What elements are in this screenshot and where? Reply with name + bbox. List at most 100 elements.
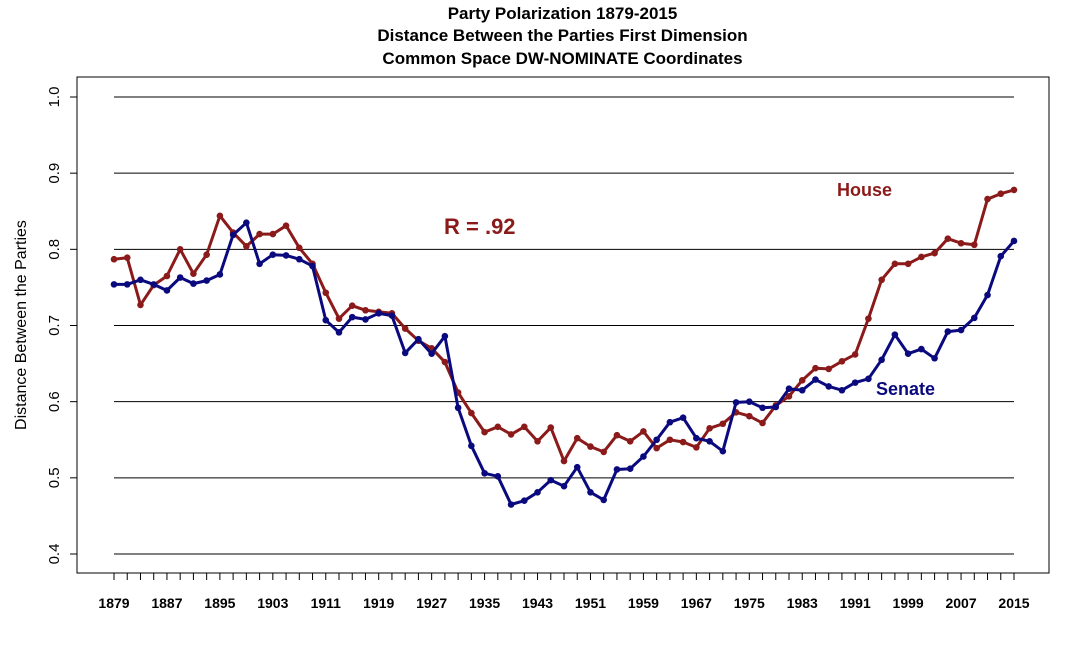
r-value-annotation: R = .92 — [444, 214, 516, 239]
senate-data-point — [918, 345, 925, 353]
senate-data-point — [547, 476, 555, 484]
senate-data-point — [362, 316, 369, 323]
house-data-point — [587, 443, 594, 450]
senate-data-point — [507, 501, 515, 508]
senate-data-point — [123, 281, 131, 288]
x-tick-label: 2015 — [998, 595, 1029, 611]
house-data-point — [851, 351, 859, 358]
house-data-point — [322, 289, 330, 297]
senate-data-point — [534, 489, 541, 496]
house-data-point — [468, 409, 475, 417]
chart-title-line-1: Party Polarization 1879-2015 — [447, 4, 678, 23]
x-tick-label: 1999 — [893, 595, 924, 611]
house-data-point — [110, 255, 118, 263]
x-tick-label: 1919 — [363, 595, 394, 611]
x-tick-label: 1927 — [416, 595, 447, 611]
house-data-point — [547, 424, 555, 431]
senate-data-point — [282, 252, 290, 259]
house-data-point — [282, 222, 290, 230]
senate-data-point — [878, 356, 885, 364]
senate-data-point — [468, 442, 475, 450]
senate-data-point — [613, 466, 621, 473]
chart-title-line-2: Distance Between the Parties First Dimen… — [377, 26, 748, 45]
senate-data-point — [719, 447, 727, 455]
x-tick-label: 1943 — [522, 595, 553, 611]
house-data-point — [137, 301, 144, 309]
senate-data-point — [626, 465, 634, 472]
house-data-point — [878, 276, 885, 284]
senate-data-point — [865, 375, 872, 383]
senate-data-point — [931, 354, 938, 362]
y-tick-label: 0.8 — [46, 239, 63, 260]
x-tick-label: 1975 — [734, 595, 765, 611]
house-data-point — [931, 249, 938, 257]
senate-data-point — [256, 260, 263, 268]
senate-data-point — [335, 329, 343, 336]
house-data-point — [812, 364, 819, 372]
house-data-point — [918, 253, 925, 261]
house-data-point — [494, 423, 502, 431]
chart-title-line-3: Common Space DW-NOMINATE Coordinates — [382, 49, 743, 68]
x-tick-label: 2007 — [945, 595, 976, 611]
senate-data-point — [693, 434, 700, 442]
senate-data-point — [587, 489, 594, 496]
house-data-point — [256, 230, 263, 238]
house-data-point — [269, 230, 277, 238]
senate-data-point — [957, 326, 965, 334]
senate-data-point — [110, 281, 118, 288]
house-data-point — [243, 242, 250, 250]
senate-data-point — [984, 291, 991, 299]
senate-data-point — [679, 414, 687, 421]
senate-data-point — [415, 335, 422, 343]
y-tick-label: 0.9 — [46, 163, 63, 184]
house-data-point — [970, 241, 978, 249]
house-data-point — [573, 434, 581, 442]
x-tick-label: 1983 — [787, 595, 818, 611]
senate-data-point — [190, 280, 197, 287]
house-data-point — [481, 428, 488, 436]
house-data-point — [666, 436, 674, 444]
house-data-point — [997, 190, 1005, 198]
house-data-point — [825, 365, 833, 373]
senate-data-point — [904, 350, 912, 357]
senate-data-point — [401, 349, 409, 357]
senate-data-point — [309, 262, 316, 270]
senate-data-point — [388, 312, 396, 319]
senate-data-point — [269, 251, 277, 258]
house-data-point — [679, 438, 687, 446]
senate-data-point — [600, 496, 608, 504]
house-data-point — [600, 448, 608, 456]
x-tick-label: 1951 — [575, 595, 606, 611]
senate-data-point — [295, 255, 303, 263]
senate-data-point — [970, 314, 978, 322]
x-tick-label: 1879 — [98, 595, 129, 611]
house-data-point — [190, 270, 197, 278]
senate-data-point — [176, 274, 184, 281]
senate-data-point — [1010, 237, 1018, 245]
senate-data-point — [745, 398, 753, 405]
y-tick-label: 0.4 — [46, 544, 63, 565]
senate-data-point — [640, 453, 647, 460]
senate-data-point — [838, 386, 846, 394]
house-data-point — [759, 419, 766, 427]
house-data-point — [745, 412, 753, 420]
x-tick-label: 1911 — [311, 595, 342, 611]
senate-data-point — [891, 331, 899, 338]
senate-series-label: Senate — [876, 379, 936, 399]
senate-data-point — [163, 287, 171, 294]
senate-data-point — [454, 404, 462, 412]
house-data-point — [295, 244, 303, 252]
senate-data-point — [243, 219, 250, 226]
y-tick-label: 0.6 — [46, 391, 63, 412]
house-series-label: House — [837, 180, 893, 200]
house-data-point — [785, 393, 793, 400]
house-data-point — [203, 251, 210, 258]
senate-data-point — [229, 231, 237, 239]
x-tick-label: 1895 — [204, 595, 235, 611]
senate-data-point — [706, 437, 713, 445]
y-tick-label: 1.0 — [46, 87, 63, 108]
house-data-point — [335, 315, 343, 322]
house-data-point — [123, 254, 131, 262]
house-data-point — [865, 315, 872, 322]
